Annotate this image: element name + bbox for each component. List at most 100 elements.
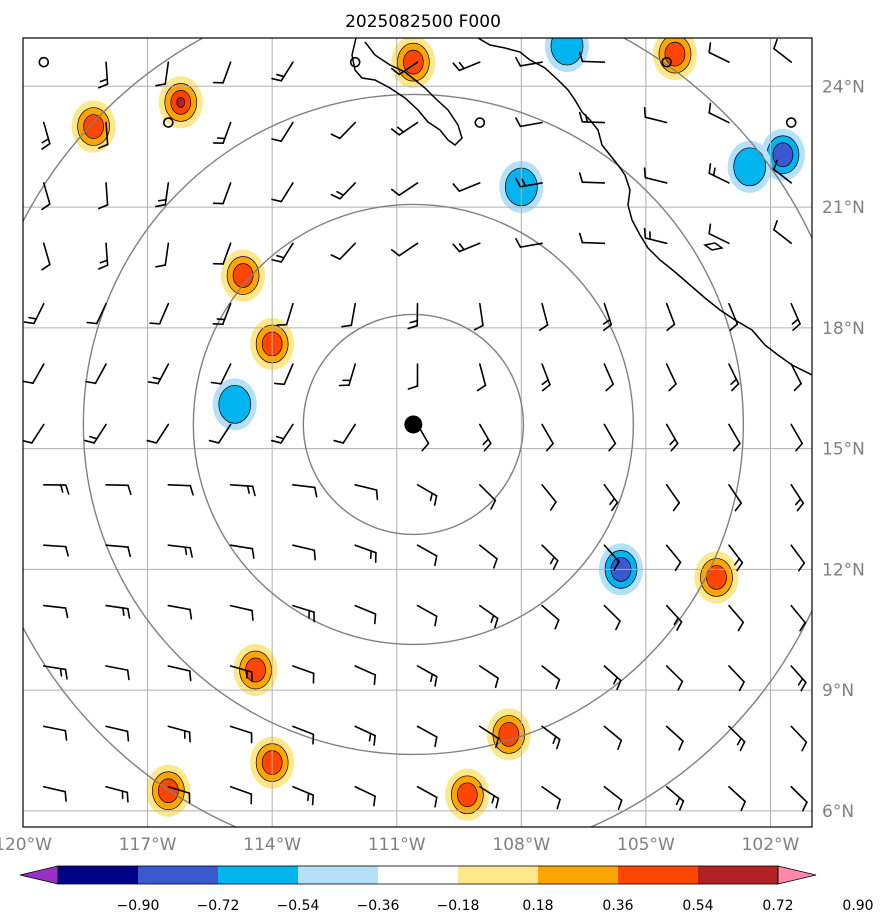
wind-barb xyxy=(271,121,294,142)
wind-barb xyxy=(292,604,315,623)
barb-staff xyxy=(42,665,67,671)
wind-barb xyxy=(773,38,793,63)
barb-flag xyxy=(189,484,194,496)
barb-flag xyxy=(617,799,623,811)
barb-flag xyxy=(737,621,745,632)
lon-tick-1: 117°W xyxy=(119,835,177,855)
wind-barb xyxy=(333,423,357,444)
wind-barb xyxy=(665,785,685,811)
barb-flag xyxy=(605,383,615,392)
barb-staff xyxy=(31,423,45,444)
storm-center-marker xyxy=(404,415,423,434)
barb-staff xyxy=(292,665,315,675)
wind-barb xyxy=(416,544,438,567)
colorbar-tick-3: −0.36 xyxy=(357,898,400,914)
negative-anomaly-3-level-1 xyxy=(218,384,252,424)
barb-staff xyxy=(105,121,109,146)
barb-flag xyxy=(515,177,522,188)
wind-barb xyxy=(212,121,232,145)
barb-staff xyxy=(603,665,622,682)
wind-barb xyxy=(390,61,419,76)
range-rings xyxy=(23,38,812,827)
barb-staff xyxy=(790,544,806,564)
wind-barb xyxy=(229,544,255,559)
wind-barb xyxy=(541,665,561,690)
barb-flag xyxy=(341,324,353,328)
barb-flag xyxy=(615,620,621,631)
wind-barb xyxy=(603,604,621,631)
wind-barb xyxy=(416,665,438,687)
barb-staff xyxy=(229,484,254,488)
barb-staff xyxy=(708,51,730,63)
barb-flag xyxy=(59,667,63,677)
barb-flag xyxy=(330,133,341,140)
lat-tick-1: 21°N xyxy=(822,198,865,218)
barb-flag xyxy=(578,51,584,63)
barb-staff xyxy=(280,182,294,203)
plot-area xyxy=(23,38,812,827)
barb-staff xyxy=(398,182,419,197)
lat-tick-5: 9°N xyxy=(822,681,854,701)
barb-flag xyxy=(541,383,551,392)
colorbar-tick-4: −0.18 xyxy=(437,898,480,914)
mexico-coastline xyxy=(477,38,812,376)
wind-barb xyxy=(146,423,170,444)
wind-barb xyxy=(273,363,294,386)
barb-flag xyxy=(250,732,253,744)
barb-staff xyxy=(354,725,376,737)
barb-staff xyxy=(541,423,554,445)
barb-staff xyxy=(105,785,129,794)
barb-flag xyxy=(210,381,222,385)
wind-barb xyxy=(728,785,746,812)
barb-flag xyxy=(617,739,623,751)
barb-flag xyxy=(773,159,778,171)
barb-staff xyxy=(398,242,419,257)
barb-flag xyxy=(127,546,131,558)
positive-anomaly-1-level-2 xyxy=(83,114,104,139)
map-title: 2025082500 F000 xyxy=(345,12,501,32)
calm-circle xyxy=(163,117,174,128)
barb-flag xyxy=(23,321,35,325)
barb-staff xyxy=(42,785,67,793)
barb-flag xyxy=(473,324,484,331)
barb-flag xyxy=(730,378,738,386)
barb-staff xyxy=(773,47,793,63)
barb-staff xyxy=(416,484,438,497)
wind-barb xyxy=(292,725,315,745)
barb-staff xyxy=(339,182,357,200)
wind-barb xyxy=(603,665,622,691)
wind-barb xyxy=(229,785,253,805)
barb-staff xyxy=(478,785,500,800)
barb-flag xyxy=(578,172,584,183)
wind-barb xyxy=(452,182,481,192)
barb-staff xyxy=(105,242,109,267)
barb-staff xyxy=(164,242,170,266)
wind-barb xyxy=(515,237,543,248)
barb-staff xyxy=(603,363,615,386)
lon-tick-4: 108°W xyxy=(492,835,550,855)
barb-flag xyxy=(666,323,676,332)
barb-staff xyxy=(790,423,804,445)
barb-staff xyxy=(167,785,191,794)
barb-flag xyxy=(458,243,465,251)
barb-staff xyxy=(665,423,679,445)
wind-barb xyxy=(292,484,318,498)
barb-flag xyxy=(649,231,651,240)
barb-flag xyxy=(409,319,419,324)
barb-flag xyxy=(271,77,283,82)
wind-barb xyxy=(271,423,294,444)
wind-barb xyxy=(407,363,419,390)
barb-flag xyxy=(390,188,401,197)
barb-flag xyxy=(545,442,554,452)
barb-staff xyxy=(292,484,316,489)
barb-flag xyxy=(146,439,158,444)
range-ring-2 xyxy=(192,203,635,646)
wind-barb xyxy=(728,302,739,332)
barb-staff xyxy=(229,785,253,795)
barb-flag xyxy=(251,547,255,559)
barb-flag xyxy=(670,442,679,452)
wind-barb xyxy=(665,363,677,392)
wind-barb xyxy=(728,725,746,752)
wind-barb xyxy=(728,423,741,452)
barb-flag xyxy=(429,673,434,683)
